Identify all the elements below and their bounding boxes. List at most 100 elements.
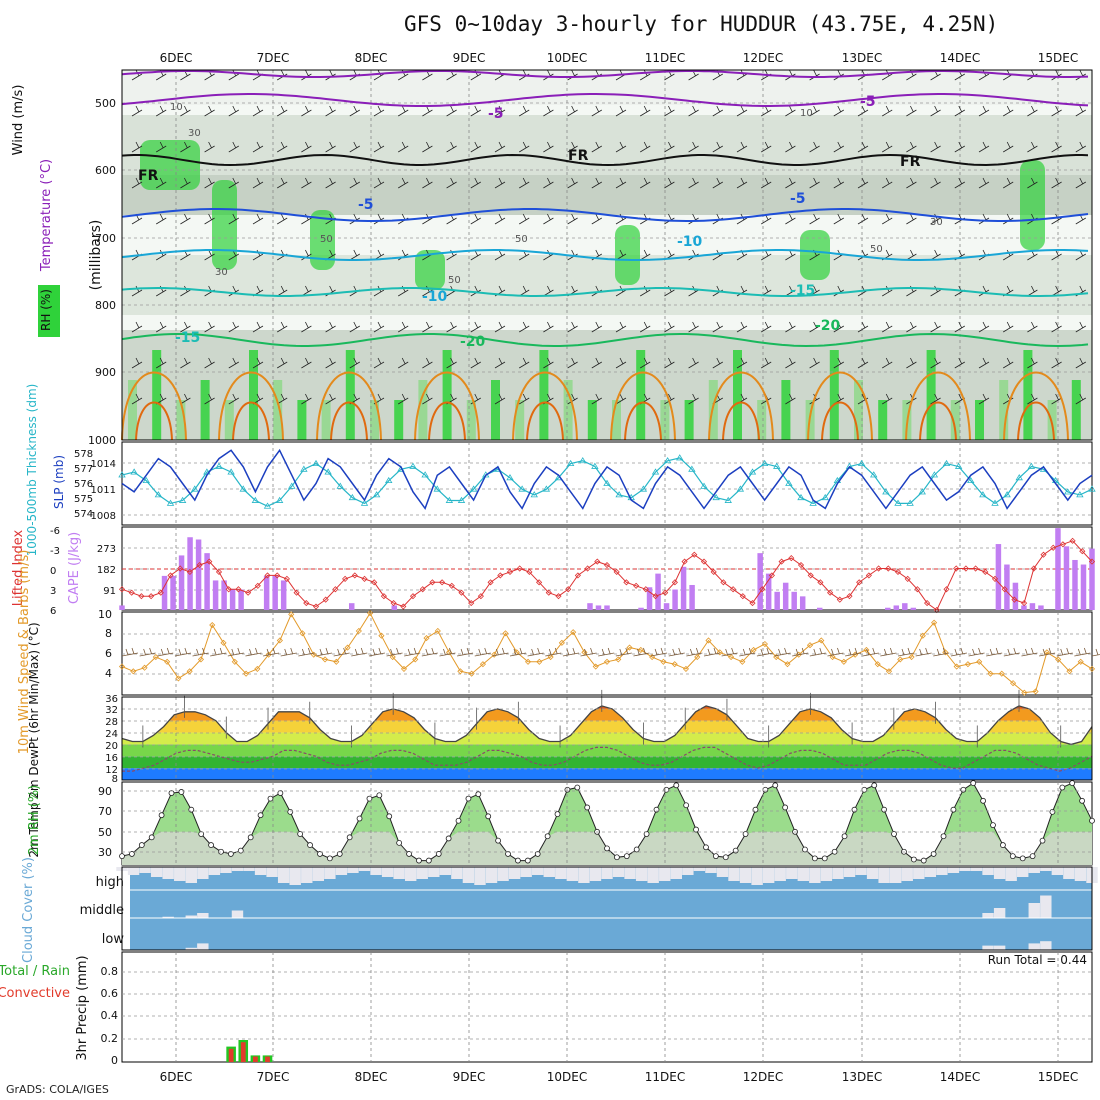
upper-wind-barb [712,357,724,369]
precip-legend-convective: Convective [0,986,70,1001]
precip-convective-bar [240,1042,246,1062]
cloud-high-gap [947,867,960,873]
cape-bar [238,589,244,610]
rh-point [505,851,511,857]
li-point [1079,548,1086,555]
upper-wind-barb [1051,357,1062,369]
li-point [1030,565,1037,572]
upper-wind-barb [155,177,167,189]
rh-moist-column [345,350,355,440]
rh-point [1019,855,1026,862]
rh-point [336,851,343,857]
li-point [1011,596,1018,603]
li-point [817,579,824,586]
upper-wind-barb [978,105,990,117]
isotherm-line [121,208,1089,222]
thickness-point [1003,491,1011,498]
cloud-high-gap [139,867,151,873]
cape-bar [587,603,593,610]
upper-wind-barb [494,105,506,117]
upper-wind-barb [639,177,651,189]
upper-wind-barb [543,321,554,333]
rh-point [633,846,640,853]
surface-wind-barb [950,647,967,657]
rh-point [1079,797,1086,804]
upper-wind-barb [446,177,457,189]
thickness-point [954,462,963,469]
thickness-point [166,499,175,506]
upper-wind-barb [809,321,820,333]
thickness-point [1015,474,1023,481]
li-point [312,603,320,610]
wind-speed-point [705,637,712,644]
surface-wind-barb [880,647,897,657]
upper-wind-barb [1027,177,1038,189]
isotherm-line [121,153,1089,167]
thickness-point [469,485,478,492]
rh-moist-column [418,380,428,440]
isotherm-label: -10 [422,289,448,305]
upper-wind-barb [833,357,845,369]
isotherm-loop [232,401,270,441]
upper-wind-barb [615,105,627,117]
upper-wind-barb [470,177,482,189]
cloud-high-gap [832,867,844,879]
rh-point [356,815,363,822]
cloud-high-gap [705,867,717,873]
cloud-bg [130,867,1092,950]
isotherm-loop [708,371,774,441]
rh-point [386,813,393,820]
li-point [797,561,805,569]
upper-wind-barb [373,105,385,117]
upper-wind-barb [470,321,482,333]
rh-moist-column [878,400,888,440]
upper-wind-barb [470,393,482,405]
upper-wind-barb [228,105,240,117]
rh-moist-column [466,400,476,440]
temp-band [122,756,1092,769]
day-label-bottom: 11DEC [645,1070,685,1084]
li-point [448,582,455,589]
cloud-panel-frame [121,866,1093,951]
cloud-high-gap [428,867,440,877]
temp-band [122,768,1092,780]
isotherm-line [121,93,1089,107]
upper-wind-barb [518,213,530,225]
upper-wind-barb [494,249,506,261]
wind-speed-point [739,658,746,665]
wind-speed-point [1032,688,1039,695]
rh2m-axis-label: 2m RH (%) [27,785,42,856]
rh-point [128,851,135,857]
cloud-middle-bar [185,915,197,918]
surface-wind-barb [210,647,227,657]
upper-wind-barb [131,393,143,405]
temp-tick: 28 [105,717,118,728]
cape-axis-label: CAPE (J/kg) [67,532,82,604]
rh-point [1000,842,1006,848]
upper-wind-barb [760,177,772,189]
day-label-bottom: 8DEC [355,1070,388,1084]
li-point [118,586,126,593]
upper-wind-barb [736,177,748,189]
li-point [943,586,950,593]
cloud-high-gap [670,867,682,879]
upper-wind-barb [664,357,675,369]
rh-point [138,842,145,848]
surface-wind-barb [386,647,403,657]
rh-label: 50 [515,234,528,245]
upper-wind-barb [494,357,506,369]
upper-wind-barb [518,141,530,153]
upper-wind-barb [180,393,191,405]
wind-axis-label: Wind (m/s) [11,85,26,156]
surface-wind-barb [368,647,385,657]
temp-tick: 20 [105,741,118,752]
cape-bar [672,589,678,610]
li-point [700,558,708,565]
upper-wind-barb [204,321,215,333]
isotherm-label: -5 [488,106,504,122]
rh-point [376,792,383,799]
precip-tick: 0.6 [101,987,119,1000]
thickness-point [942,459,951,467]
rh-point [653,806,660,813]
li-point [788,555,795,562]
